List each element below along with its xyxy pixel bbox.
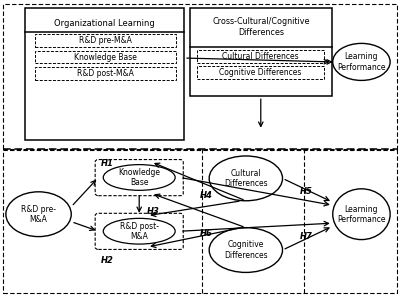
Text: H4: H4 <box>200 191 212 200</box>
Text: R&D pre-M&A: R&D pre-M&A <box>79 36 132 45</box>
Text: H6: H6 <box>200 229 212 238</box>
FancyBboxPatch shape <box>34 51 176 63</box>
Ellipse shape <box>209 228 282 272</box>
Text: H5: H5 <box>300 187 312 196</box>
FancyBboxPatch shape <box>3 150 397 293</box>
FancyBboxPatch shape <box>25 8 184 140</box>
Text: H1: H1 <box>101 159 114 168</box>
Ellipse shape <box>333 44 390 80</box>
FancyBboxPatch shape <box>190 8 332 96</box>
Text: Cultural
Differences: Cultural Differences <box>224 169 268 188</box>
Ellipse shape <box>333 189 390 240</box>
Text: H7: H7 <box>300 232 312 241</box>
Ellipse shape <box>103 165 175 190</box>
Ellipse shape <box>103 218 175 244</box>
Ellipse shape <box>209 156 282 201</box>
FancyBboxPatch shape <box>3 4 397 148</box>
Text: Cultural Differences: Cultural Differences <box>222 52 299 61</box>
Text: Differences: Differences <box>238 28 284 37</box>
FancyBboxPatch shape <box>95 213 183 249</box>
Text: R&D post-
M&A: R&D post- M&A <box>120 221 159 241</box>
Text: Cross-Cultural/Cognitive: Cross-Cultural/Cognitive <box>212 17 310 26</box>
Text: Learning
Performance: Learning Performance <box>337 52 386 72</box>
Text: Cognitive
Differences: Cognitive Differences <box>224 240 268 260</box>
FancyBboxPatch shape <box>95 160 183 196</box>
Text: Cognitive Differences: Cognitive Differences <box>220 68 302 77</box>
Text: H2: H2 <box>101 256 114 265</box>
Text: Knowledge
Base: Knowledge Base <box>118 168 160 187</box>
FancyBboxPatch shape <box>34 67 176 80</box>
FancyBboxPatch shape <box>197 50 324 62</box>
Text: Knowledge Base: Knowledge Base <box>74 52 137 62</box>
Text: H3: H3 <box>146 207 160 216</box>
Text: R&D pre-
M&A: R&D pre- M&A <box>21 205 56 224</box>
FancyBboxPatch shape <box>34 34 176 47</box>
Ellipse shape <box>6 192 71 237</box>
Text: Learning
Performance: Learning Performance <box>337 205 386 224</box>
Text: Organizational Learning: Organizational Learning <box>54 19 155 28</box>
Text: R&D post-M&A: R&D post-M&A <box>77 69 134 78</box>
FancyBboxPatch shape <box>197 66 324 79</box>
